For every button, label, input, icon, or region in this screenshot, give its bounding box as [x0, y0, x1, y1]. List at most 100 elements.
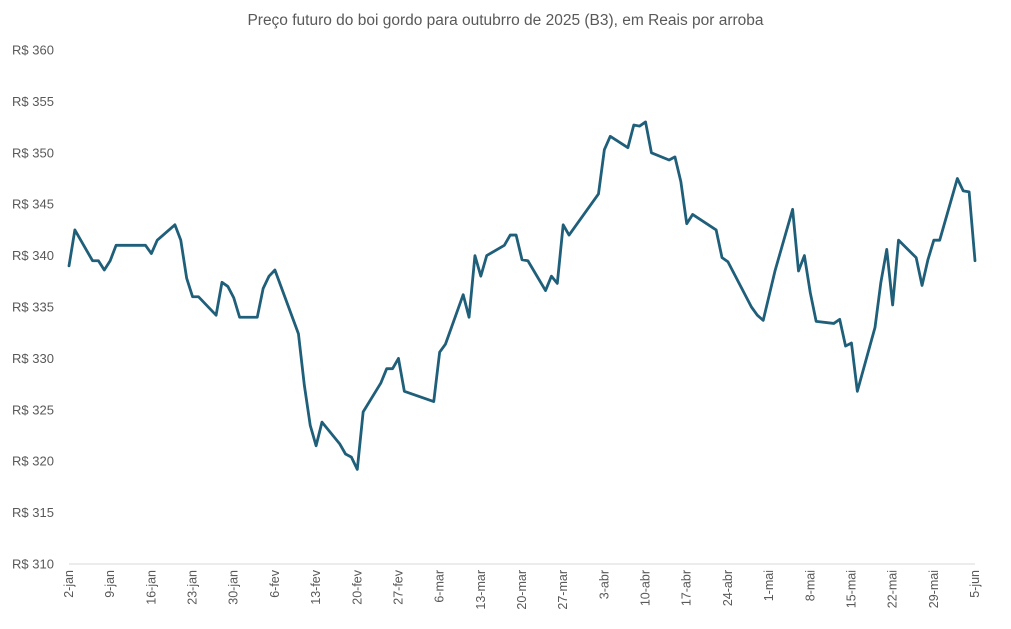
data-point	[350, 456, 353, 459]
data-point	[91, 259, 94, 262]
data-point	[721, 256, 724, 259]
data-point	[526, 259, 529, 262]
data-point	[344, 453, 347, 456]
data-point	[515, 234, 518, 237]
x-tick-label: 17-abr	[680, 570, 694, 606]
x-tick-label: 6-fev	[268, 569, 282, 598]
data-point	[838, 318, 841, 321]
x-tick-label: 2-jan	[62, 570, 76, 598]
data-point	[144, 244, 147, 247]
data-point	[238, 316, 241, 319]
data-point	[679, 180, 682, 183]
data-point	[832, 322, 835, 325]
data-point	[274, 269, 277, 272]
x-tick-label: 6-mar	[433, 570, 447, 603]
y-tick-label: R$ 330	[12, 351, 54, 366]
data-point	[444, 343, 447, 346]
data-point	[632, 124, 635, 127]
x-tick-label: 16-jan	[144, 570, 158, 605]
x-tick-label: 22-mai	[886, 570, 900, 608]
data-point	[974, 259, 977, 262]
plot-area	[67, 120, 977, 471]
data-point	[221, 281, 224, 284]
data-point	[668, 159, 671, 162]
x-tick-label: 13-mar	[474, 570, 488, 610]
data-point	[750, 306, 753, 309]
data-point	[226, 285, 229, 288]
data-point	[897, 239, 900, 242]
data-point	[691, 213, 694, 216]
data-point	[879, 281, 882, 284]
data-point	[174, 223, 177, 226]
data-point	[232, 296, 235, 299]
data-point	[185, 277, 188, 280]
data-point	[938, 239, 941, 242]
data-point	[156, 239, 159, 242]
data-point	[932, 239, 935, 242]
data-point	[303, 384, 306, 387]
x-tick-label: 10-abr	[639, 570, 653, 606]
x-tick-label: 20-mar	[515, 570, 529, 610]
data-point	[603, 148, 606, 151]
data-point	[73, 229, 76, 232]
data-point	[215, 314, 218, 317]
x-tick-label: 13-fev	[309, 569, 323, 604]
data-point	[544, 289, 547, 292]
x-tick-label: 23-jan	[186, 570, 200, 605]
data-point	[132, 244, 135, 247]
data-point	[321, 421, 324, 424]
data-point	[97, 259, 100, 262]
x-tick-label: 9-jan	[103, 570, 117, 598]
data-point	[962, 189, 965, 192]
data-point	[674, 156, 677, 159]
data-point	[556, 282, 559, 285]
data-point	[362, 410, 365, 413]
x-tick-label: 30-jan	[227, 570, 241, 605]
y-tick-label: R$ 315	[12, 505, 54, 520]
data-point	[197, 295, 200, 298]
data-point	[256, 316, 259, 319]
data-point	[379, 382, 382, 385]
data-point	[644, 121, 647, 124]
data-point	[874, 326, 877, 329]
data-point	[315, 444, 318, 447]
y-tick-label: R$ 350	[12, 145, 54, 160]
x-tick-label: 27-mar	[556, 570, 570, 610]
data-point	[791, 208, 794, 211]
data-point	[179, 239, 182, 242]
x-tick-label: 29-mai	[927, 570, 941, 608]
x-tick-label: 1-mai	[762, 570, 776, 601]
data-point	[915, 256, 918, 259]
y-tick-label: R$ 310	[12, 557, 54, 572]
data-point	[485, 254, 488, 257]
data-point	[762, 319, 765, 322]
data-point	[921, 284, 924, 287]
data-point	[503, 244, 506, 247]
data-point	[756, 314, 759, 317]
data-point	[338, 442, 341, 445]
data-point	[797, 270, 800, 273]
data-point	[562, 223, 565, 226]
data-point	[391, 367, 394, 370]
data-point	[715, 229, 718, 232]
data-point	[885, 248, 888, 251]
data-point	[650, 151, 653, 154]
x-tick-label: 3-abr	[597, 570, 611, 599]
data-point	[856, 390, 859, 393]
y-tick-label: R$ 335	[12, 300, 54, 315]
data-point	[138, 244, 141, 247]
data-point	[397, 357, 400, 360]
data-point	[268, 275, 271, 278]
y-tick-label: R$ 355	[12, 94, 54, 109]
data-point	[479, 275, 482, 278]
x-tick-label: 27-fev	[391, 569, 405, 604]
data-point	[968, 190, 971, 193]
data-point	[462, 293, 465, 296]
data-point	[432, 400, 435, 403]
data-point	[597, 193, 600, 196]
data-point	[109, 259, 112, 262]
data-point	[468, 316, 471, 319]
data-point	[262, 287, 265, 290]
y-tick-label: R$ 340	[12, 248, 54, 263]
data-point	[403, 390, 406, 393]
